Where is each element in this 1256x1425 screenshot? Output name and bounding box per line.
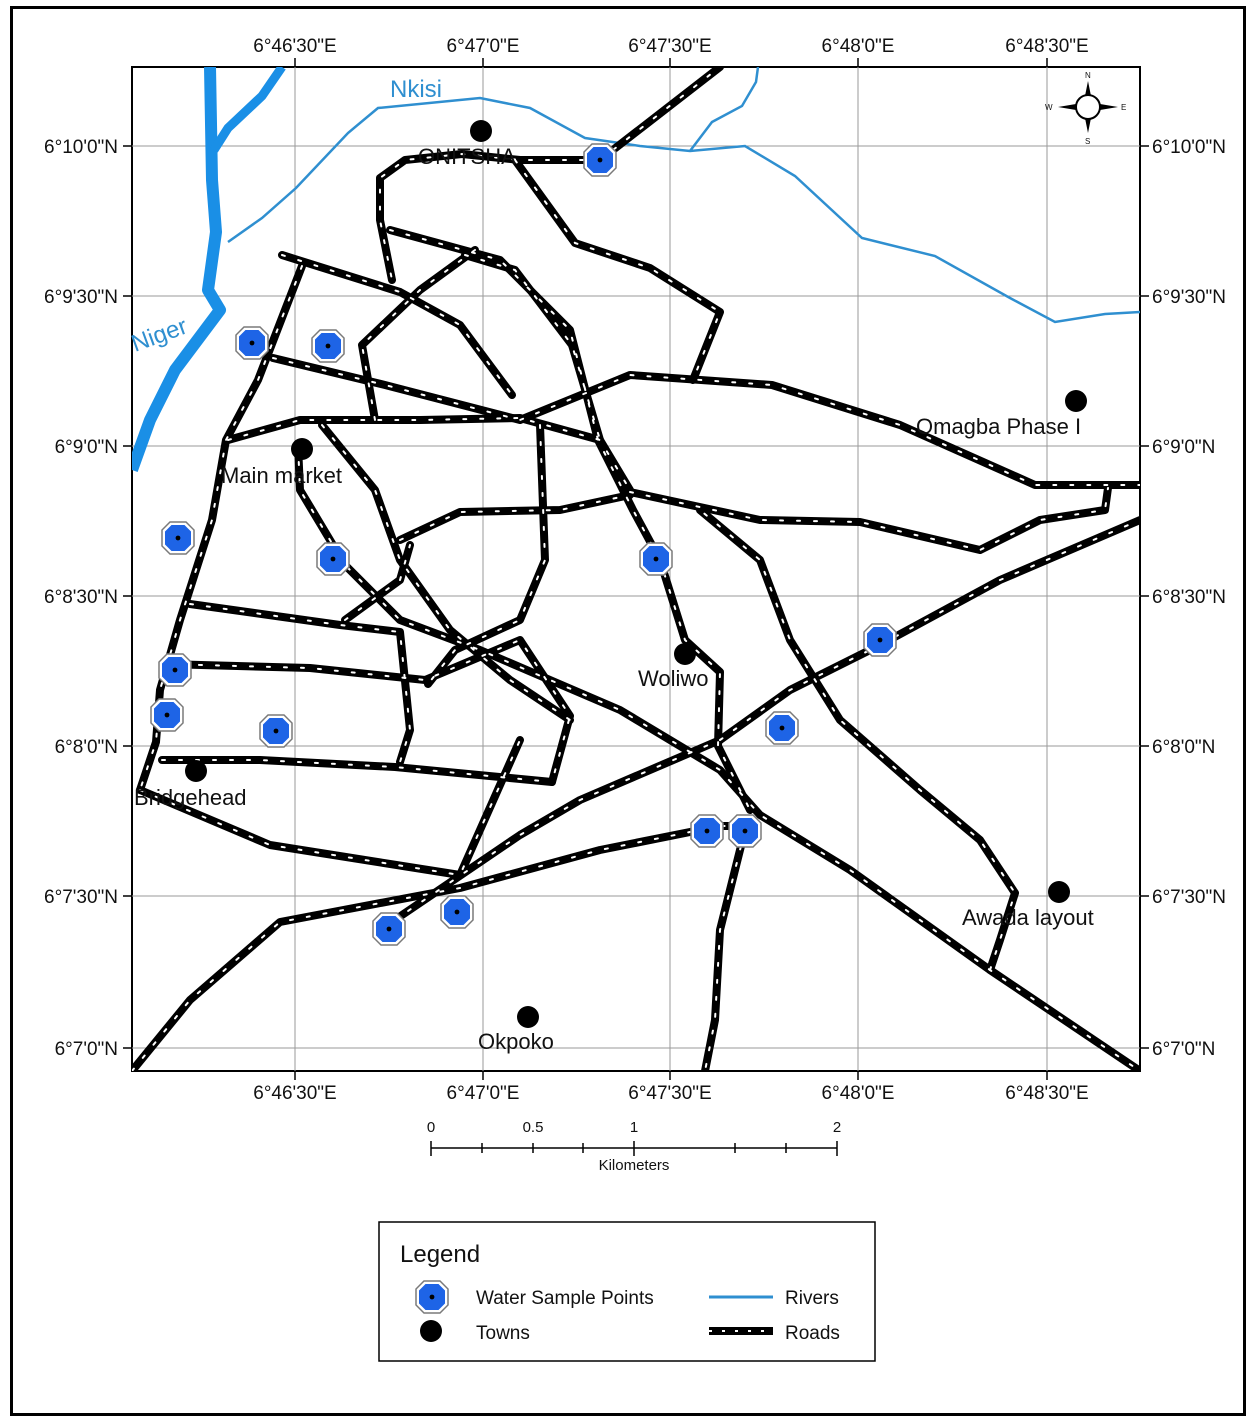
lon-label: 6°47'0"E (447, 36, 520, 57)
map-frame (10, 6, 1246, 1416)
north-arrow-icon: N S E W (1045, 71, 1126, 146)
nkisi-tributary (689, 67, 760, 152)
town-main-market-marker (291, 438, 313, 460)
lon-labels-bottom: 6°46'30"E 6°47'0"E 6°47'30"E 6°48'0"E 6°… (253, 1083, 1088, 1104)
sample-point (372, 912, 406, 946)
town-bridgehead-marker (185, 760, 207, 782)
sample-point (150, 698, 184, 732)
scale-bar: 0 0.5 1 2 Kilometers (427, 1119, 841, 1174)
town-okpoko-marker (517, 1006, 539, 1028)
lon-labels-top: 6°46'30"E 6°47'0"E 6°47'30"E 6°48'0"E 6°… (253, 36, 1088, 57)
lon-label: 6°47'0"E (447, 1083, 520, 1104)
sample-point (235, 326, 269, 360)
lat-label: 6°8'0"N (55, 737, 118, 758)
lat-label: 6°9'0"N (55, 437, 118, 458)
scale-label: 0 (427, 1119, 435, 1136)
town-main-market-label: Main market (221, 463, 342, 488)
sample-point (316, 542, 350, 576)
lat-label: 6°9'30"N (44, 287, 118, 308)
compass-w-label: W (1045, 103, 1053, 112)
legend: Legend Water Sample Points Towns Rivers … (378, 1221, 876, 1362)
compass-s-label: S (1085, 137, 1090, 146)
sample-point (161, 521, 195, 555)
lon-label: 6°47'30"E (628, 1083, 711, 1104)
lat-label: 6°9'0"N (1152, 437, 1215, 458)
lon-label: 6°48'30"E (1005, 1083, 1088, 1104)
town-onitsha-marker (470, 120, 492, 142)
sample-point (690, 814, 724, 848)
sample-point (158, 653, 192, 687)
lon-label: 6°46'30"E (253, 36, 336, 57)
river-nkisi-label: Nkisi (390, 76, 442, 103)
lat-label: 6°10'0"N (1152, 137, 1226, 158)
lat-label: 6°10'0"N (44, 137, 118, 158)
legend-roads-label: Roads (785, 1323, 840, 1344)
niger-river (132, 67, 226, 473)
lat-label: 6°7'30"N (1152, 887, 1226, 908)
legend-sample-swatch (415, 1280, 449, 1314)
sample-point (765, 711, 799, 745)
tick-marks (123, 58, 1149, 1080)
town-awada-marker (1048, 881, 1070, 903)
lat-labels-left: 6°10'0"N 6°9'30"N 6°9'0"N 6°8'30"N 6°8'0… (44, 137, 118, 1060)
lat-label: 6°8'0"N (1152, 737, 1215, 758)
town-onitsha-label: ONITSHA (418, 144, 516, 169)
legend-rivers-label: Rivers (785, 1288, 839, 1309)
sample-point (259, 714, 293, 748)
town-markers (185, 120, 1087, 1028)
sample-point (311, 329, 345, 363)
niger-branch (210, 67, 286, 153)
town-omagba-marker (1065, 390, 1087, 412)
scale-unit: Kilometers (599, 1157, 670, 1174)
scale-label: 0.5 (523, 1119, 544, 1136)
sample-point (728, 814, 762, 848)
town-woliwo-label: Woliwo (638, 666, 709, 691)
town-omagba-label: Omagba Phase I (916, 414, 1081, 439)
legend-sample-label: Water Sample Points (476, 1288, 654, 1309)
legend-title: Legend (400, 1241, 480, 1268)
town-bridgehead-label: Bridgehead (134, 785, 247, 810)
town-awada-label: Awada layout (962, 905, 1094, 930)
lat-label: 6°8'30"N (1152, 587, 1226, 608)
lat-label: 6°7'30"N (44, 887, 118, 908)
map-body (131, 66, 1141, 1072)
lat-label: 6°9'30"N (1152, 287, 1226, 308)
scale-label: 1 (630, 1119, 638, 1136)
lon-label: 6°48'0"E (822, 36, 895, 57)
town-woliwo-marker (674, 643, 696, 665)
sample-point (440, 895, 474, 929)
sample-point (863, 623, 897, 657)
lat-labels-right: 6°10'0"N 6°9'30"N 6°9'0"N 6°8'30"N 6°8'0… (1152, 137, 1226, 1060)
lat-label: 6°7'0"N (1152, 1039, 1215, 1060)
scale-label: 2 (833, 1119, 841, 1136)
sample-point (639, 542, 673, 576)
lon-label: 6°48'30"E (1005, 36, 1088, 57)
sample-point (583, 143, 617, 177)
lat-label: 6°7'0"N (55, 1039, 118, 1060)
lat-label: 6°8'30"N (44, 587, 118, 608)
lon-label: 6°47'30"E (628, 36, 711, 57)
legend-town-swatch (420, 1320, 442, 1342)
legend-towns-label: Towns (476, 1323, 530, 1344)
nkisi-river (227, 96, 1140, 324)
lon-label: 6°46'30"E (253, 1083, 336, 1104)
lon-label: 6°48'0"E (822, 1083, 895, 1104)
compass-e-label: E (1121, 103, 1126, 112)
compass-n-label: N (1085, 71, 1091, 80)
town-okpoko-label: Okpoko (478, 1029, 554, 1054)
